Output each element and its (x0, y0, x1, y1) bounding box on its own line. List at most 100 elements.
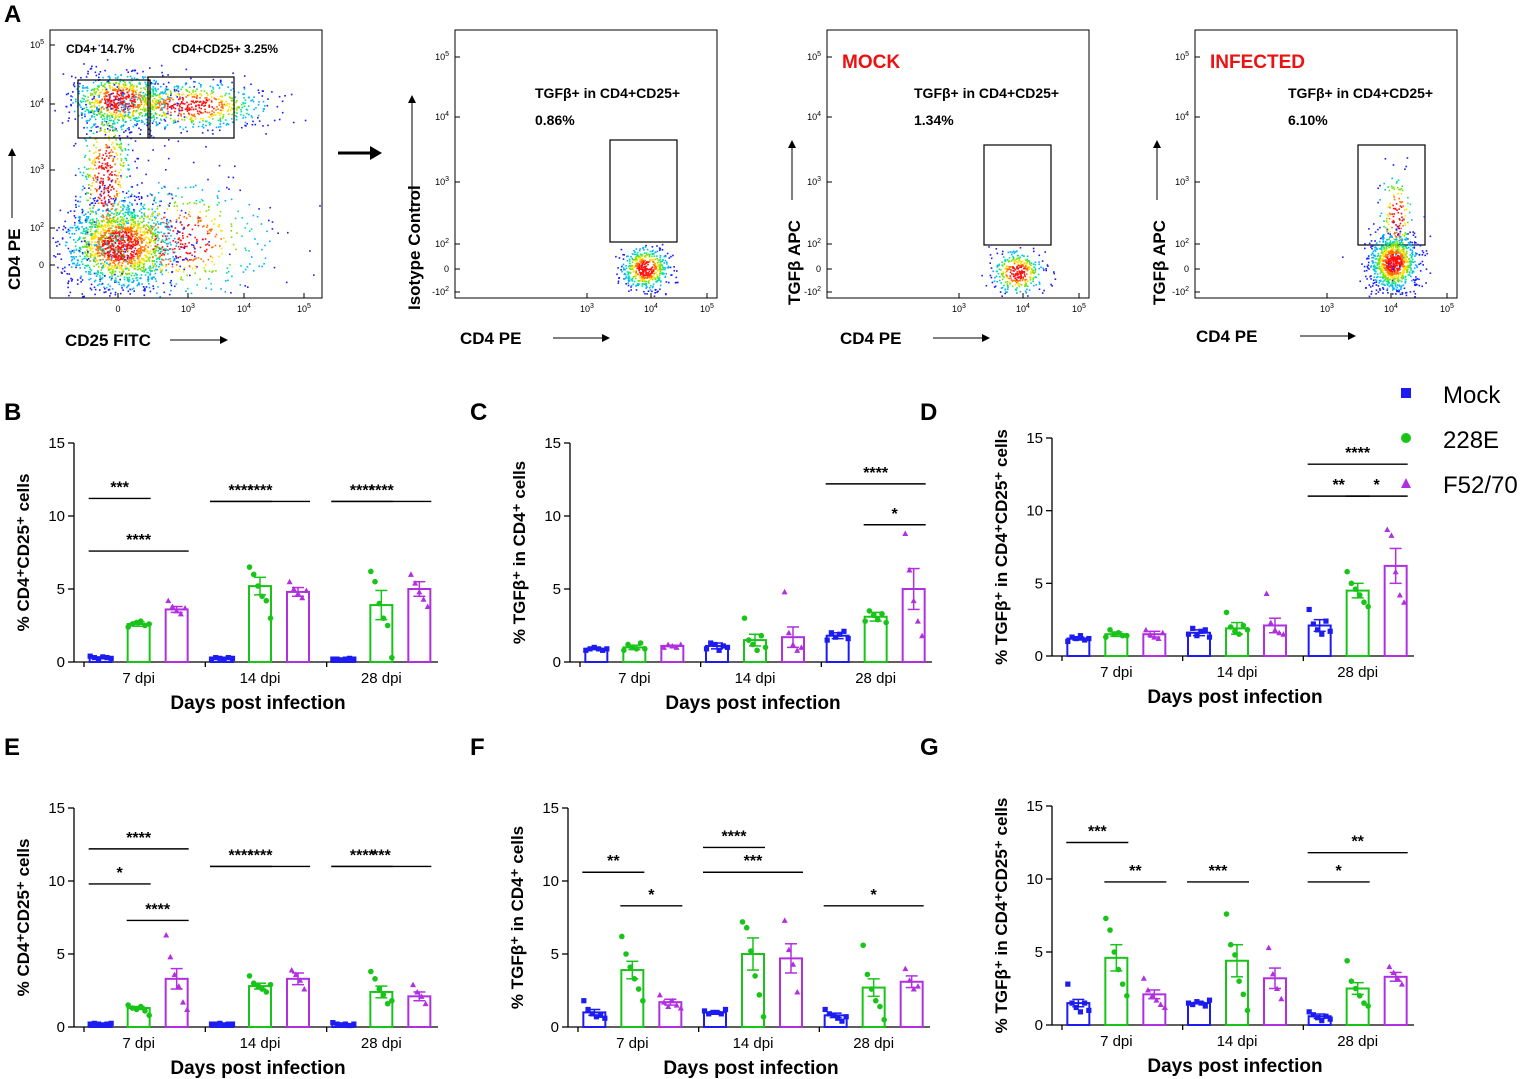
event-dot (100, 215, 102, 218)
event-dot (109, 250, 112, 252)
event-dot (140, 112, 143, 114)
event-dot (199, 220, 202, 222)
event-dot (1022, 278, 1024, 280)
event-dot (82, 230, 85, 232)
event-dot (127, 219, 130, 222)
event-dot (657, 264, 660, 267)
event-dot (135, 233, 137, 235)
event-dot (262, 100, 265, 103)
event-dot (668, 257, 671, 259)
event-dot (103, 291, 105, 294)
y-tick-label: 102 (1175, 238, 1189, 249)
event-dot (1020, 283, 1023, 286)
event-dot (642, 270, 645, 273)
event-dot (157, 286, 159, 288)
event-dot (147, 215, 149, 217)
event-dot (258, 120, 261, 122)
event-dot (97, 196, 100, 199)
event-dot (122, 270, 125, 273)
event-dot (139, 250, 142, 253)
event-dot (107, 227, 110, 230)
event-dot (132, 91, 134, 94)
event-dot (1007, 268, 1009, 271)
event-dot (131, 257, 133, 260)
event-dot (136, 243, 139, 245)
event-dot (203, 225, 205, 227)
event-dot (211, 260, 214, 263)
event-dot (121, 94, 123, 97)
event-dot (100, 202, 103, 204)
event-dot (203, 90, 206, 93)
event-dot (94, 80, 97, 82)
event-dot (112, 82, 115, 85)
event-dot (178, 98, 180, 101)
event-dot (1005, 281, 1007, 284)
event-dot (197, 220, 200, 222)
event-dot (158, 213, 160, 216)
event-dot (156, 99, 158, 101)
event-dot (79, 100, 82, 102)
event-dot (204, 102, 207, 105)
event-dot (256, 243, 259, 245)
event-dot (202, 123, 204, 126)
event-dot (115, 230, 118, 232)
event-dot (202, 117, 205, 120)
event-dot (100, 82, 103, 84)
event-dot (651, 246, 654, 248)
event-dot (127, 71, 129, 73)
event-dot (116, 194, 118, 196)
event-dot (141, 119, 143, 122)
event-dot (119, 251, 121, 253)
event-dot (163, 114, 166, 116)
event-dot (99, 130, 101, 132)
event-dot (138, 116, 140, 119)
event-dot (117, 250, 119, 253)
event-dot (139, 112, 142, 114)
event-dot (159, 251, 162, 253)
event-dot (151, 236, 153, 238)
event-dot (79, 237, 81, 240)
event-dot (81, 260, 83, 263)
event-dot (153, 118, 156, 120)
event-dot (167, 263, 170, 265)
event-dot (116, 86, 119, 88)
event-dot (103, 196, 106, 198)
event-dot (138, 82, 140, 85)
event-dot (75, 266, 77, 269)
event-dot (1007, 286, 1009, 288)
event-dot (160, 64, 163, 67)
event-dot (220, 112, 222, 115)
event-dot (108, 119, 111, 122)
event-dot (154, 105, 156, 107)
event-dot (85, 218, 87, 220)
event-dot (109, 184, 111, 187)
event-dot (656, 275, 659, 278)
event-dot (154, 218, 156, 221)
gate-value: 1.34% (914, 112, 954, 128)
event-dot (99, 272, 102, 274)
event-dot (90, 185, 92, 187)
event-dot (189, 252, 192, 254)
event-dot (148, 208, 150, 211)
event-dot (88, 150, 91, 152)
event-dot (169, 96, 172, 99)
event-dot (1374, 231, 1377, 233)
event-dot (108, 229, 111, 231)
event-dot (154, 242, 157, 244)
event-dot (663, 255, 666, 258)
event-dot (653, 255, 656, 257)
event-dot (132, 90, 135, 93)
event-dot (109, 172, 112, 175)
event-dot (131, 86, 134, 88)
event-dot (158, 231, 160, 234)
event-dot (181, 196, 183, 198)
event-dot (108, 157, 110, 159)
event-dot (60, 271, 63, 274)
event-dot (271, 221, 274, 223)
event-dot (664, 275, 667, 278)
event-dot (134, 215, 137, 217)
event-dot (207, 209, 210, 211)
event-dot (196, 266, 198, 268)
event-dot (253, 108, 255, 111)
event-dot (120, 226, 123, 228)
